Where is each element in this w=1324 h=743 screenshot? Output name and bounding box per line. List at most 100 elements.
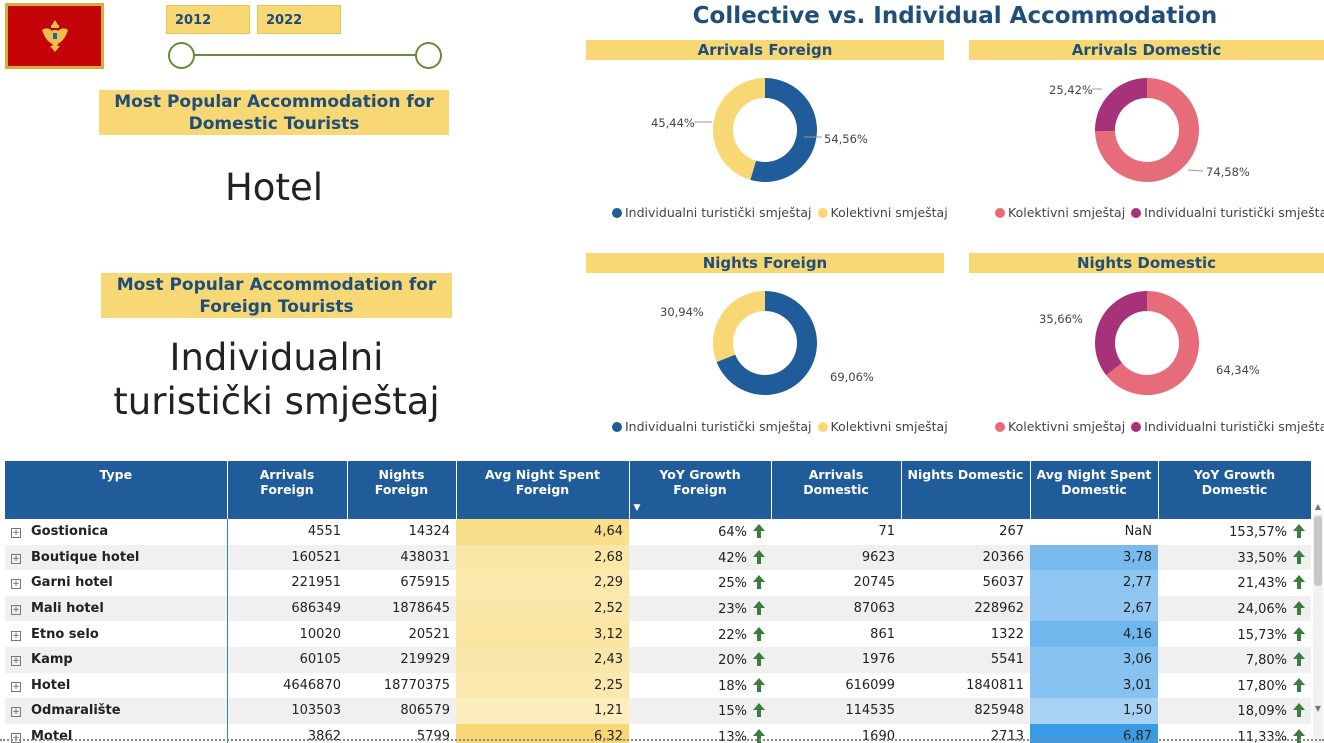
cell-value: 616099	[845, 677, 895, 693]
table-row[interactable]: + Gostionica 4551 14324 4,64 64% 71 267 NaN 153,5…	[5, 519, 1311, 545]
cell-nights-foreign: 438031	[347, 544, 456, 571]
table-scrollbar[interactable]: ▲ ▼	[1313, 502, 1323, 743]
table-row[interactable]: + Boutique hotel 160521 438031 2,68 42% 9623 20…	[5, 544, 1311, 571]
legend-item: Individualni turistički smještaj	[625, 419, 812, 434]
cell-value: 20366	[982, 549, 1024, 565]
expand-icon[interactable]: +	[11, 681, 21, 692]
cell-value: 20745	[853, 575, 895, 591]
column-header[interactable]: YoY Growth Foreign ▼	[629, 461, 772, 519]
column-header[interactable]: Arrivals Foreign	[227, 461, 348, 519]
expand-icon[interactable]: +	[11, 630, 21, 641]
table-body: + Gostionica 4551 14324 4,64 64% 71 267 NaN 153,5…	[5, 519, 1311, 743]
cell-yoy-domestic: 33,50%	[1158, 544, 1311, 571]
column-header[interactable]: Avg Night Spent Foreign	[456, 461, 630, 519]
expand-icon[interactable]: +	[11, 605, 21, 616]
pct-label: 25,42%	[1049, 83, 1093, 97]
column-header[interactable]: YoY Growth Domestic	[1158, 461, 1311, 519]
column-header[interactable]: Avg Night Spent Domestic	[1030, 461, 1159, 519]
up-arrow-icon	[751, 728, 767, 743]
scrollbar-thumb[interactable]	[1314, 516, 1322, 586]
cell-avg-foreign: 2,29	[456, 570, 629, 596]
pct-label: 35,66%	[1039, 312, 1083, 326]
donut-slice-0[interactable]	[1095, 78, 1199, 182]
column-header[interactable]: Nights Foreign	[347, 461, 457, 519]
sort-desc-icon[interactable]: ▼	[633, 503, 641, 513]
montenegro-flag	[5, 3, 104, 69]
cell-value: 2,25	[594, 677, 623, 693]
scroll-up-icon[interactable]: ▲	[1314, 502, 1322, 511]
donut-slice-1[interactable]	[1095, 78, 1147, 132]
end-year-input[interactable]: 2022	[257, 5, 341, 34]
accommodation-table[interactable]: Type Arrivals Foreign Nights Foreign Avg Ni…	[5, 461, 1311, 743]
cell-value: 1322	[990, 626, 1024, 642]
donut-slice-0[interactable]	[750, 78, 817, 182]
cell-value: 3,01	[1123, 677, 1152, 693]
cell-avg-domestic: 3,78	[1030, 544, 1158, 571]
cell-avg-domestic: 1,50	[1030, 698, 1158, 724]
cell-value: 861	[870, 626, 895, 642]
cell-yoy-foreign: 23%	[629, 595, 771, 622]
year-slider-end-handle[interactable]	[415, 42, 442, 69]
scroll-down-icon[interactable]: ▼	[1314, 704, 1322, 713]
column-header[interactable]: Arrivals Domestic	[771, 461, 902, 519]
cell-yoy-foreign: 20%	[629, 646, 771, 673]
cell-avg-foreign: 2,52	[456, 595, 629, 622]
year-slider-start-handle[interactable]	[168, 42, 195, 69]
cell-nights-domestic: 1322	[901, 621, 1030, 647]
cell-value: 5541	[990, 652, 1024, 668]
cell-value: 9623	[861, 549, 895, 565]
cell-nights-domestic: 228962	[901, 595, 1030, 622]
expand-icon[interactable]: +	[11, 528, 21, 539]
cell-arrivals-foreign: 160521	[227, 544, 347, 571]
table-header-row: Type Arrivals Foreign Nights Foreign Avg Ni…	[5, 461, 1311, 519]
cell-value: 1976	[861, 652, 895, 668]
cell-arrivals-foreign: 4646870	[227, 673, 347, 699]
donut-slice-1[interactable]	[1095, 291, 1147, 376]
type-cell: + Boutique hotel	[5, 544, 228, 571]
column-header-label: Avg Night Spent Foreign	[485, 467, 600, 497]
cell-nights-foreign: 675915	[347, 570, 456, 596]
cell-nights-foreign: 20521	[347, 621, 456, 647]
type-cell: + Mali hotel	[5, 595, 228, 622]
column-header[interactable]: Type	[5, 461, 228, 519]
up-arrow-icon	[751, 574, 767, 590]
legend-item: Kolektivni smještaj	[830, 205, 948, 220]
cell-yoy-domestic: 21,43%	[1158, 570, 1311, 596]
expand-icon[interactable]: +	[11, 579, 21, 590]
cell-avg-foreign: 2,25	[456, 672, 629, 699]
donut-slice-0[interactable]	[716, 291, 817, 395]
cell-arrivals-domestic: 861	[771, 621, 901, 647]
table-row[interactable]: + Mali hotel 686349 1878645 2,52 23% 87063 2289…	[5, 595, 1311, 622]
column-header[interactable]: Nights Domestic	[901, 461, 1031, 519]
cell-avg-foreign: 2,43	[456, 646, 629, 673]
donut-title-arrivals-domestic: Arrivals Domestic	[969, 40, 1324, 60]
cell-avg-foreign: 2,68	[456, 544, 629, 571]
donut-chart-nights-foreign	[713, 291, 817, 395]
cell-avg-foreign: 1,21	[456, 698, 629, 724]
table-row[interactable]: + Odmaralište 103503 806579 1,21 15% 114535 825…	[5, 698, 1311, 724]
expand-icon[interactable]: +	[11, 707, 21, 718]
donut-chart-arrivals-foreign	[712, 78, 817, 182]
cell-value: 114535	[845, 703, 895, 719]
table-row[interactable]: + Garni hotel 221951 675915 2,29 25% 20745 5603…	[5, 570, 1311, 596]
donut-chart-arrivals-domestic	[1095, 78, 1199, 182]
donut-slice-0[interactable]	[1106, 291, 1199, 395]
up-arrow-icon	[1291, 626, 1307, 642]
cell-value: NaN	[1124, 524, 1152, 540]
pct-label: 74,58%	[1206, 165, 1250, 179]
cell-nights-domestic: 56037	[901, 570, 1030, 596]
table-row[interactable]: + Kamp 60105 219929 2,43 20% 1976 5541 3,06 7,80%	[5, 646, 1311, 673]
expand-icon[interactable]: +	[11, 656, 21, 667]
table-row[interactable]: + Hotel 4646870 18770375 2,25 18% 616099 184081…	[5, 672, 1311, 699]
donut-slice-1[interactable]	[712, 78, 765, 180]
type-label: Odmaralište	[31, 703, 121, 719]
table-row[interactable]: + Etno selo 10020 20521 3,12 22% 861 1322 4,16 15…	[5, 621, 1311, 647]
up-arrow-icon	[751, 626, 767, 642]
cell-nights-domestic: 825948	[901, 698, 1030, 724]
year-slider-track[interactable]	[182, 54, 428, 56]
start-year-input[interactable]: 2012	[166, 5, 250, 34]
cell-value: 4551	[307, 524, 341, 540]
donut-title-nights-foreign: Nights Foreign	[586, 253, 944, 273]
donut-slice-1[interactable]	[713, 291, 765, 362]
expand-icon[interactable]: +	[11, 553, 21, 564]
